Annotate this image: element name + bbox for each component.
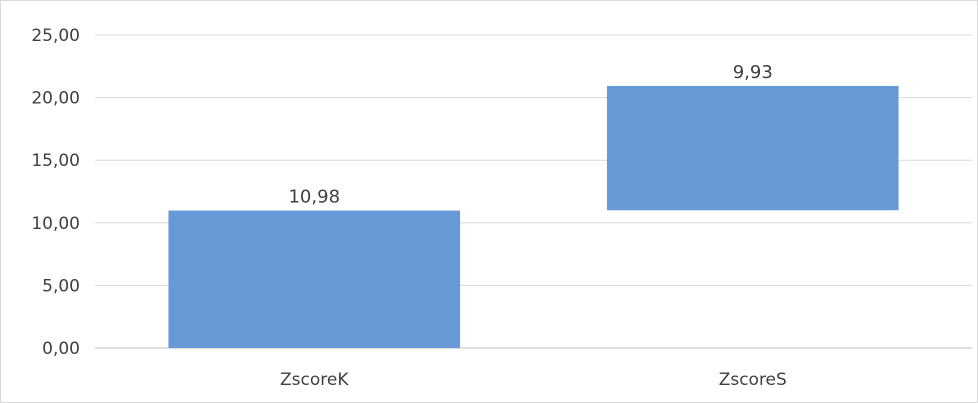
y-axis-tick-labels: 0,00 5,00 10,00 15,00 20,00 25,00 xyxy=(31,26,80,359)
x-category-label: ZscoreS xyxy=(719,370,787,390)
data-label-zscorek: 10,98 xyxy=(288,187,340,208)
bar-zscores xyxy=(606,85,899,211)
data-labels: 10,98 9,93 xyxy=(288,62,772,208)
y-tick-label: 25,00 xyxy=(31,26,80,46)
y-tick-label: 0,00 xyxy=(42,339,80,359)
x-category-label: ZscoreK xyxy=(280,370,349,390)
data-label-zscores: 9,93 xyxy=(733,62,773,83)
y-tick-label: 20,00 xyxy=(31,89,80,109)
y-tick-label: 10,00 xyxy=(31,214,80,234)
bar-zscorek xyxy=(168,210,461,348)
y-tick-label: 15,00 xyxy=(31,151,80,171)
y-tick-label: 5,00 xyxy=(42,276,80,296)
bars xyxy=(168,85,899,348)
x-axis-category-labels: ZscoreK ZscoreS xyxy=(280,370,787,390)
